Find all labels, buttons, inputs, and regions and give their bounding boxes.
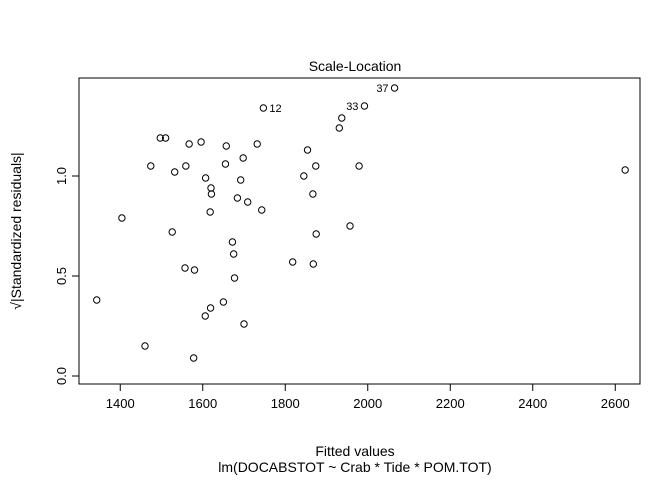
- data-point: [258, 206, 266, 214]
- data-point: [288, 258, 297, 266]
- data-point: [207, 184, 215, 192]
- chart-title: Scale-Location: [309, 58, 402, 74]
- chart-subtitle: lm(DOCABSTOT ~ Crab * Tide * POM.TOT): [218, 459, 491, 475]
- data-point: [346, 222, 354, 230]
- x-axis: 1400 1600 1800 2000 2200 2400 2600: [106, 383, 630, 411]
- data-point: [201, 312, 209, 320]
- data-point: [309, 260, 317, 268]
- data-point: [253, 140, 261, 148]
- data-point: [190, 266, 199, 274]
- data-point: [240, 320, 248, 328]
- data-point: [312, 230, 320, 238]
- x-axis-label: Fitted values: [315, 443, 394, 459]
- data-point: [244, 198, 252, 206]
- x-tick-label: 2200: [436, 396, 465, 411]
- data-point: [161, 134, 170, 142]
- y-tick-label: 1.0: [54, 167, 69, 185]
- data-point: [335, 124, 343, 132]
- data-point: [303, 146, 312, 154]
- data-point: [168, 228, 176, 236]
- data-point: [233, 194, 242, 202]
- data-point: [181, 264, 189, 272]
- data-point: [206, 304, 215, 312]
- point-label: 12: [269, 103, 281, 115]
- y-axis-label: √|Standardized residuals|: [8, 152, 24, 309]
- data-point: [182, 162, 190, 170]
- data-point: [185, 140, 193, 148]
- point-label: 33: [346, 101, 358, 113]
- data-point: [228, 238, 237, 246]
- data-point: [259, 104, 268, 112]
- data-point: [312, 162, 320, 170]
- data-point: [147, 162, 155, 170]
- data-point: [360, 102, 369, 110]
- data-point: [189, 354, 198, 362]
- data-point: [239, 154, 247, 162]
- point-label: 37: [376, 83, 388, 95]
- data-point: [230, 274, 239, 282]
- data-point: [206, 208, 214, 216]
- data-point: [171, 168, 179, 176]
- y-axis: 0.0 0.5 1.0: [54, 167, 80, 385]
- data-point: [156, 134, 164, 142]
- data-point: [355, 162, 363, 170]
- x-tick-label: 1800: [271, 396, 300, 411]
- data-point: [93, 296, 101, 304]
- data-point: [338, 114, 346, 122]
- data-point: [141, 342, 149, 350]
- data-point: [309, 190, 317, 198]
- data-point: [300, 172, 308, 180]
- data-point: [197, 138, 205, 146]
- y-tick-label: 0.5: [54, 267, 69, 285]
- plot-frame: [78, 77, 641, 385]
- data-points: 12 33 37: [93, 83, 629, 362]
- data-point: [621, 166, 629, 174]
- data-point: [390, 84, 399, 92]
- data-point: [221, 160, 230, 168]
- data-point: [237, 176, 245, 184]
- data-point: [118, 214, 126, 222]
- x-tick-label: 1600: [188, 396, 217, 411]
- data-point: [201, 174, 210, 182]
- data-point: [219, 298, 228, 306]
- data-point: [229, 250, 238, 258]
- x-tick-label: 2400: [518, 396, 547, 411]
- x-tick-label: 2000: [353, 396, 382, 411]
- data-point: [222, 142, 230, 150]
- x-tick-label: 2600: [601, 396, 630, 411]
- data-point: [207, 190, 216, 198]
- x-tick-label: 1400: [106, 396, 135, 411]
- y-tick-label: 0.0: [54, 367, 69, 385]
